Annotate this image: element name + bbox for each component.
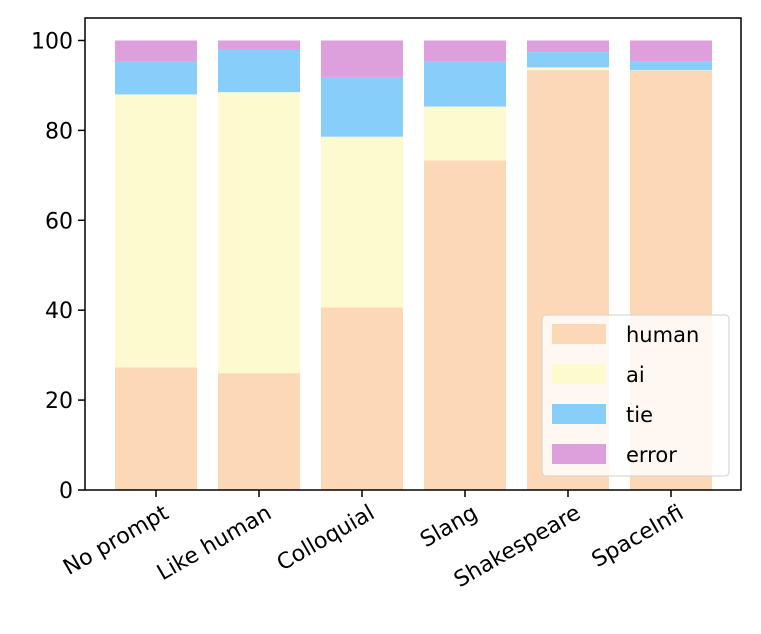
legend-label-ai: ai [626,363,645,387]
legend-label-tie: tie [626,403,653,427]
bar-human-2 [321,307,403,490]
bar-ai-3 [424,106,506,161]
bar-tie-5 [630,61,712,71]
x-tick-label: Colloquial [273,501,379,577]
bar-error-5 [630,40,712,62]
bar-error-2 [321,40,403,77]
bar-error-4 [527,40,609,53]
bar-tie-1 [218,49,300,93]
legend-label-human: human [626,323,699,347]
bar-tie-4 [527,52,609,68]
legend-swatch-tie [552,404,606,424]
legend: human ai tie error [541,314,730,477]
bar-tie-0 [115,61,197,95]
y-tick-label: 100 [31,29,73,54]
bar-ai-4 [527,67,609,71]
bar-ai-2 [321,136,403,308]
bar-ai-0 [115,94,197,368]
bar-error-1 [218,40,300,50]
legend-swatch-ai [552,364,606,384]
bar-tie-2 [321,76,403,137]
legend-frame [541,314,730,477]
x-tick-label: Slang [416,501,482,553]
y-tick-label: 80 [45,119,73,144]
y-tick-label: 60 [45,209,73,234]
bar-human-0 [115,367,197,490]
bars-layer [115,40,712,490]
bar-error-3 [424,40,506,62]
bar-error-0 [115,40,197,62]
legend-swatch-error [552,444,606,464]
y-axis: 0 20 40 60 80 100 [31,29,85,504]
axes-layer [84,17,742,491]
bar-ai-1 [218,92,300,374]
legend-swatch-human [552,324,606,344]
y-tick-label: 20 [45,389,73,414]
x-tick-label: SpaceInfi [588,501,688,573]
y-tick-label: 0 [59,479,73,504]
x-tick-label: Like human [153,501,276,586]
bar-human-1 [218,373,300,490]
plot-frame [84,17,742,491]
legend-label-error: error [626,443,677,467]
bar-human-3 [424,160,506,490]
bar-tie-3 [424,61,506,107]
y-tick-label: 40 [45,299,73,324]
